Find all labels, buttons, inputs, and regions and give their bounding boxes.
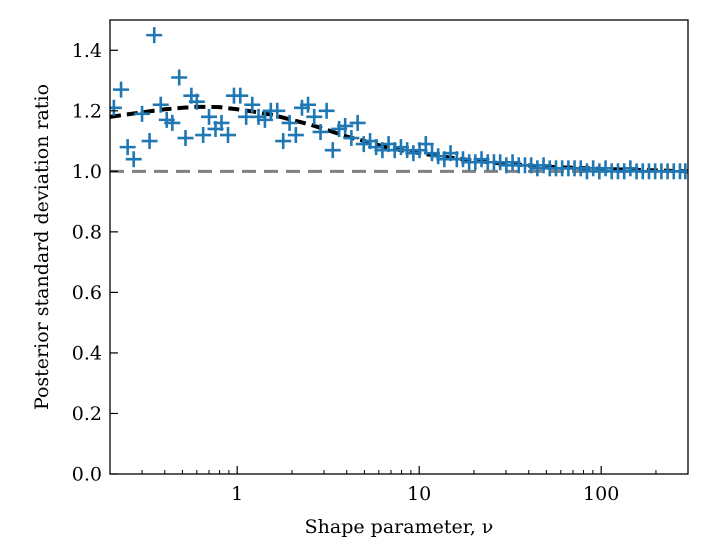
data-point: [337, 117, 354, 134]
data-point: [171, 69, 188, 86]
x-tick-label: 100: [583, 483, 619, 505]
data-point: [417, 136, 434, 153]
y-axis-label: Posterior standard deviation ratio: [31, 84, 53, 410]
data-point: [343, 130, 360, 147]
data-point: [177, 130, 194, 147]
data-point: [164, 114, 181, 131]
data-point: [677, 163, 688, 180]
data-point: [201, 108, 218, 125]
data-point: [269, 102, 286, 119]
data-point: [125, 151, 142, 168]
data-point: [244, 96, 261, 113]
data-point: [119, 139, 136, 156]
data-point: [146, 27, 163, 44]
x-tick-label: 1: [231, 483, 243, 505]
data-point: [324, 142, 341, 159]
plot-frame: [109, 19, 689, 475]
y-tick-label: 0.8: [72, 221, 102, 243]
data-point: [312, 123, 329, 140]
data-point: [141, 133, 158, 150]
data-point: [213, 114, 230, 131]
fit-line: [110, 104, 688, 174]
data-point: [110, 99, 122, 116]
data-point: [318, 102, 335, 119]
data-point: [195, 127, 212, 144]
x-tick-label: 10: [407, 483, 431, 505]
y-tick-label: 0.6: [72, 282, 102, 304]
data-point: [349, 114, 366, 131]
data-point: [113, 81, 130, 98]
data-point: [188, 93, 205, 110]
data-point: [256, 111, 273, 128]
x-axis-label: Shape parameter, ν: [305, 516, 494, 538]
data-point: [134, 105, 151, 122]
y-tick-label: 0.4: [72, 342, 102, 364]
y-tick-label: 1.2: [72, 100, 102, 122]
y-tick-label: 1.0: [72, 161, 102, 183]
y-tick-label: 0.0: [72, 464, 102, 486]
y-tick-label: 0.2: [72, 403, 102, 425]
data-point: [300, 96, 317, 113]
series-layer: [110, 27, 688, 180]
data-point: [281, 114, 298, 131]
data-point: [306, 108, 323, 125]
data-point: [219, 127, 236, 144]
data-point: [275, 133, 292, 150]
y-tick-label: 1.4: [72, 40, 102, 62]
data-point: [232, 87, 249, 104]
axes-layer: 0.0 0.2 0.4 0.6 0.8 1.0 1.2 1.4 1 10 100: [72, 19, 689, 505]
data-point: [152, 96, 169, 113]
data-point: [287, 127, 304, 144]
